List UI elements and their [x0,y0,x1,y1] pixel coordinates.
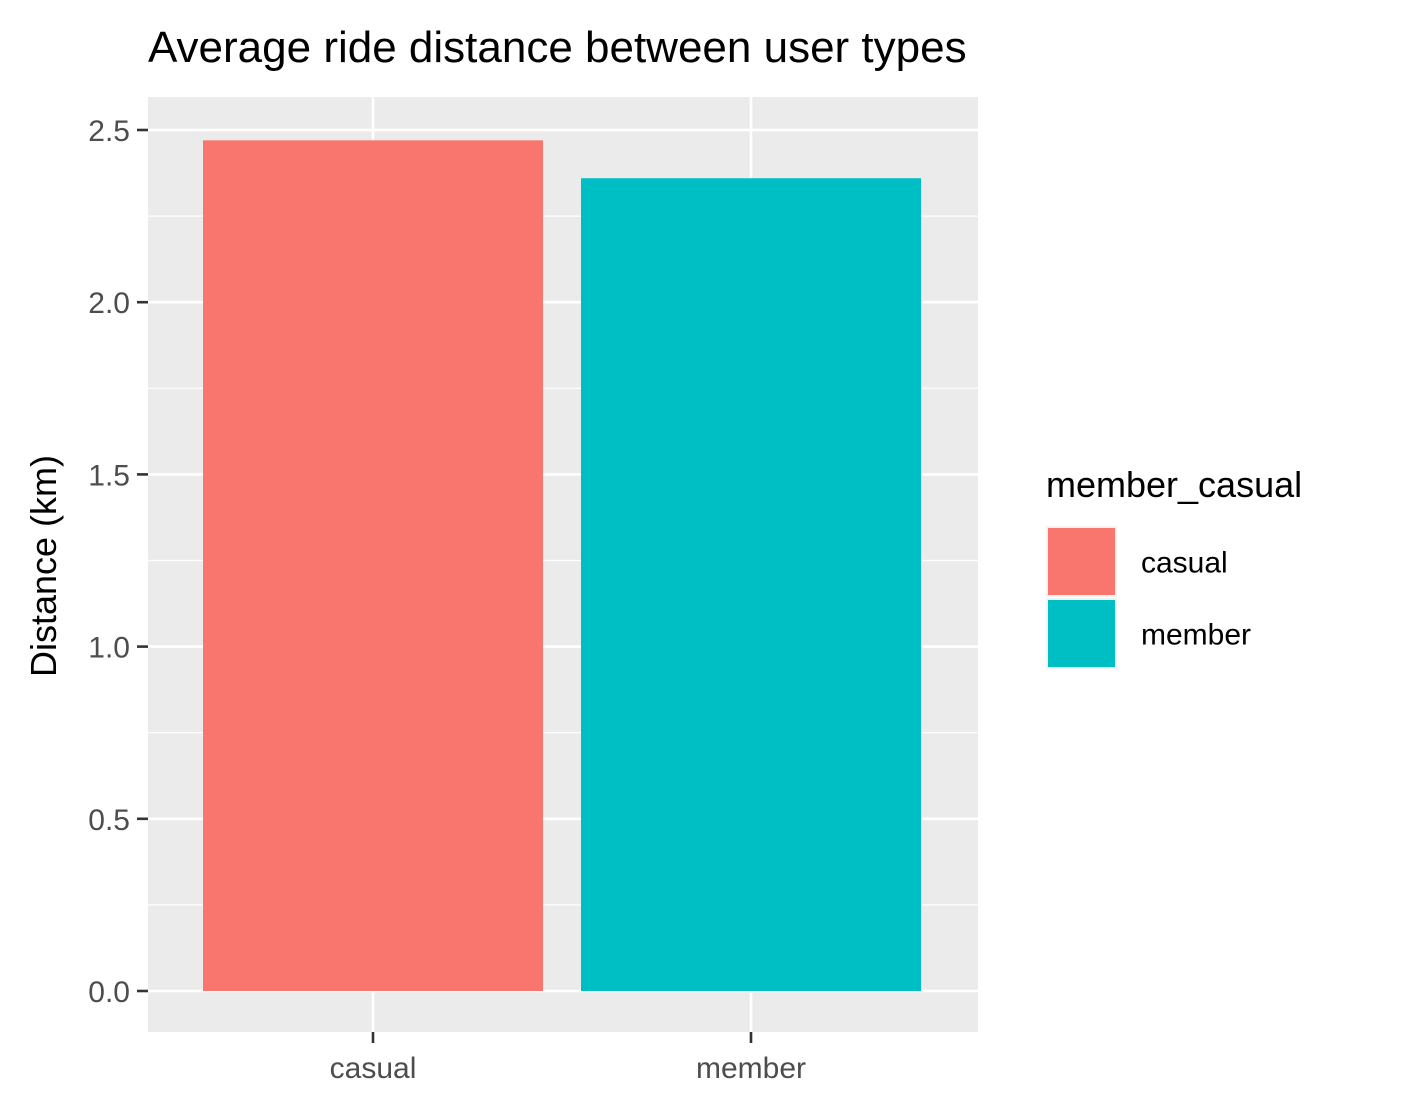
y-tick-label: 1.0 [88,632,130,665]
x-tick-label: member [696,1052,806,1085]
y-tick-label: 2.5 [88,115,130,148]
axes: 0.0 0.5 1.0 1.5 2.0 2.5 casual member [88,115,806,1085]
legend-title: member_casual [1046,464,1302,505]
bar-casual [203,140,543,991]
y-tick-label: 0.5 [88,804,130,837]
chart-title: Average ride distance between user types [148,23,967,72]
legend: member_casual casual member [1046,464,1302,669]
legend-label-member: member [1141,619,1251,652]
legend-label-casual: casual [1141,547,1228,580]
legend-key-casual [1046,526,1117,597]
y-axis-title: Distance (km) [23,455,64,677]
y-tick-label: 0.0 [88,976,130,1009]
y-tick-label: 1.5 [88,459,130,492]
y-tick-label: 2.0 [88,287,130,320]
bars [203,140,921,991]
bar-member [581,178,921,991]
x-tick-label: casual [330,1052,417,1085]
legend-key-member [1046,598,1117,669]
